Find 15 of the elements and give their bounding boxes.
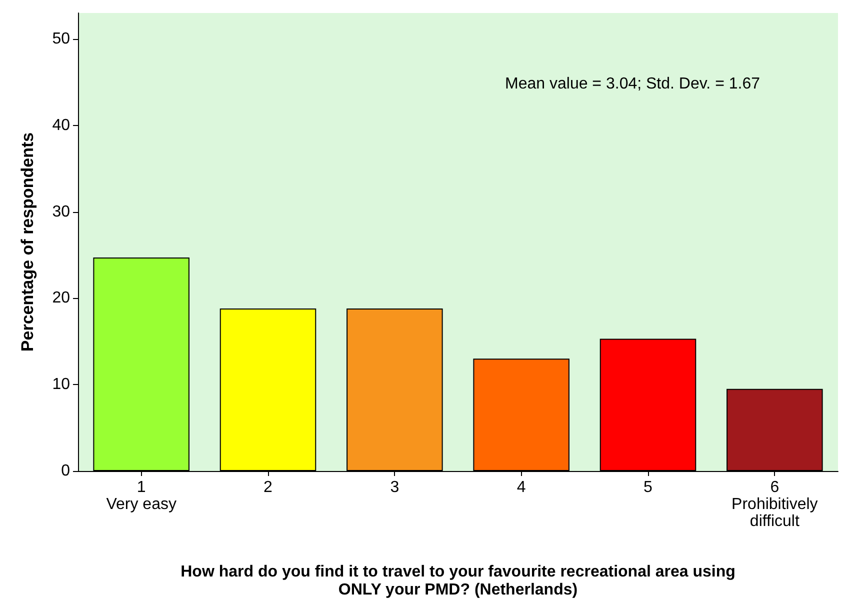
x-axis-title: How hard do you find it to travel to your favourite recreational area using ONLY your PMD? (Netherlands) bbox=[180, 564, 736, 598]
y-tick-label: 40 bbox=[52, 116, 70, 134]
y-axis-title: Percentage of respondents bbox=[18, 132, 37, 352]
x-tick-label: 3 bbox=[390, 479, 400, 496]
x-tick-label: 1 Very easy bbox=[106, 479, 176, 513]
y-tick-label: 0 bbox=[61, 462, 70, 480]
x-tick-label: 2 bbox=[264, 479, 273, 496]
x-tick-label: 5 bbox=[644, 479, 653, 496]
x-tick-label: 4 bbox=[516, 479, 526, 496]
y-tick-label: 30 bbox=[52, 203, 70, 220]
annotation: Mean value = 3.04; Std. Dev. = 1.67 bbox=[505, 76, 760, 92]
y-tick-label: 10 bbox=[52, 376, 70, 394]
y-tick-label: 50 bbox=[52, 30, 70, 48]
x-tick-label: 6 Prohibitively difficult bbox=[732, 479, 818, 530]
y-tick-label: 20 bbox=[52, 290, 70, 307]
